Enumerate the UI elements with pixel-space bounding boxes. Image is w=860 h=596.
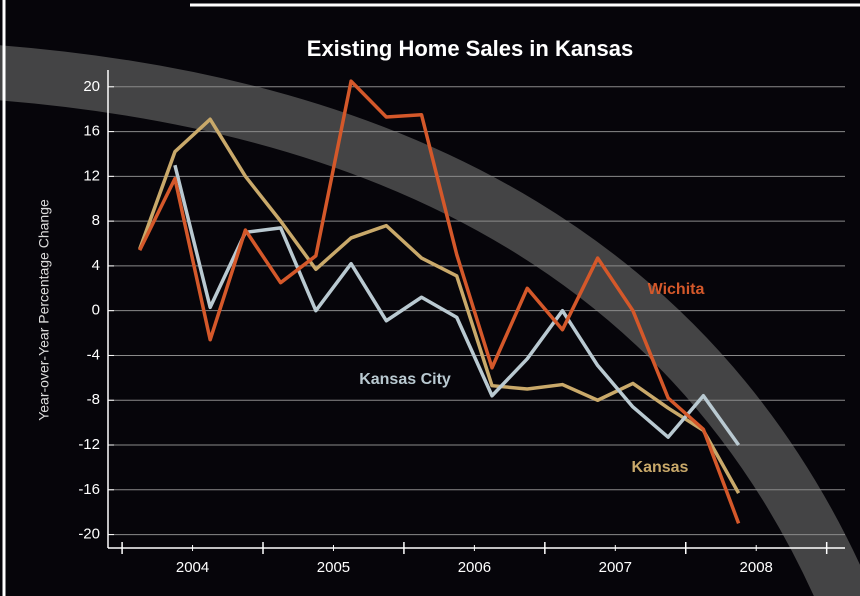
y-tick-label: 20: [83, 78, 100, 95]
page: Existing Home Sales in Kansas Year-over-…: [0, 0, 860, 596]
chart-title: Existing Home Sales in Kansas: [307, 36, 633, 61]
y-axis-label: Year-over-Year Percentage Change: [36, 199, 52, 421]
x-tick-label: 2007: [599, 559, 632, 576]
y-tick-label: -12: [78, 436, 100, 453]
y-tick-label: 12: [83, 167, 100, 184]
chart: Existing Home Sales in Kansas Year-over-…: [0, 0, 860, 596]
y-tick-label: -4: [87, 346, 100, 363]
x-tick-label: 2008: [740, 559, 773, 576]
y-tick-label: -16: [78, 481, 100, 498]
y-tick-label: 4: [92, 257, 100, 274]
y-tick-label: 16: [83, 123, 100, 140]
y-tick-label: 8: [92, 212, 100, 229]
series-label: Kansas: [632, 459, 689, 476]
y-tick-label: -20: [78, 526, 100, 543]
y-tick-label: -8: [87, 391, 100, 408]
series-label: Kansas City: [359, 371, 451, 388]
x-tick-label: 2006: [458, 559, 491, 576]
x-tick-label: 2004: [176, 559, 209, 576]
series-label: Wichita: [648, 281, 705, 298]
y-tick-label: 0: [92, 302, 100, 319]
x-tick-label: 2005: [317, 559, 350, 576]
